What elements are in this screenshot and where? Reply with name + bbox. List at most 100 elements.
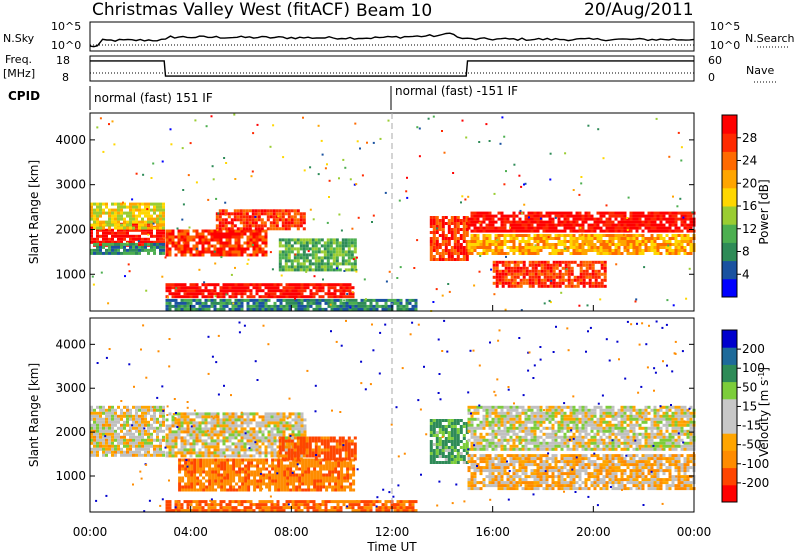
power-cell	[495, 260, 499, 264]
velocity-cell	[102, 435, 105, 439]
velocity-cell	[222, 439, 226, 443]
power-cell	[501, 284, 505, 288]
power-cell	[198, 298, 202, 302]
power-cell	[246, 295, 250, 299]
velocity-cell	[264, 436, 268, 440]
freq-label-line1: Freq.	[5, 53, 32, 66]
velocity-cell	[278, 448, 282, 452]
power-cell	[315, 298, 319, 302]
power-cell	[258, 244, 262, 248]
power-cell	[668, 240, 672, 243]
power-cell	[485, 234, 489, 237]
power-cell	[570, 269, 574, 273]
velocity-cell	[186, 430, 190, 434]
power-cell	[255, 250, 259, 254]
velocity-cell	[265, 485, 269, 489]
velocity-cell	[300, 415, 304, 419]
power-cell	[456, 237, 460, 240]
power-cell	[153, 208, 156, 212]
power-cell	[566, 223, 570, 227]
power-cell	[246, 304, 250, 308]
velocity-cell	[114, 444, 117, 448]
power-cell	[600, 284, 604, 288]
power-cell	[237, 307, 241, 311]
power-cell	[429, 219, 433, 222]
power-cell	[234, 229, 238, 233]
velocity-cell	[225, 448, 229, 452]
power-cell	[330, 292, 334, 296]
power-cell	[456, 240, 460, 243]
power-cell	[332, 259, 336, 263]
power-cell	[156, 226, 159, 230]
power-cell	[258, 232, 262, 236]
velocity-cell	[290, 439, 294, 443]
power-cell	[524, 229, 528, 233]
power-cell	[528, 275, 532, 279]
velocity-cell	[99, 435, 102, 439]
power-cell	[117, 234, 120, 238]
power-cell	[129, 220, 132, 224]
power-cell	[296, 265, 300, 269]
power-cell	[159, 220, 162, 224]
power-cell	[432, 225, 436, 228]
velocity-cell	[102, 444, 105, 448]
power-cell	[504, 269, 508, 273]
velocity-cell	[192, 421, 196, 425]
power-cell	[536, 234, 540, 237]
freq-panel-frame	[89, 55, 695, 82]
power-cell	[617, 237, 621, 240]
power-cell	[186, 298, 190, 302]
power-cell	[674, 211, 678, 215]
power-cell	[96, 242, 99, 246]
power-cell	[429, 231, 433, 234]
power-cell	[224, 218, 228, 222]
velocity-cell	[223, 464, 227, 468]
power-cell	[582, 278, 586, 282]
power-cell	[141, 248, 144, 252]
power-cell	[554, 246, 558, 249]
power-cell	[114, 234, 117, 238]
power-cell	[647, 217, 651, 221]
power-cell	[584, 237, 588, 240]
power-cell	[174, 304, 178, 308]
velocity-cell	[343, 476, 347, 480]
velocity-cell	[256, 479, 260, 483]
power-cell	[144, 237, 147, 241]
power-cell	[342, 295, 346, 299]
power-cell	[231, 244, 235, 248]
velocity-cell	[132, 420, 135, 424]
power-cell	[611, 234, 615, 237]
velocity-cell	[135, 438, 138, 442]
velocity-cell	[303, 430, 307, 434]
power-cell	[111, 217, 114, 221]
velocity-cell	[276, 421, 280, 425]
velocity-cell	[256, 482, 260, 486]
power-cell	[462, 246, 466, 249]
power-cell	[602, 220, 606, 224]
velocity-cell	[295, 485, 299, 489]
velocity-cell	[213, 421, 217, 425]
power-cell	[590, 217, 594, 221]
velocity-cell	[276, 454, 280, 458]
velocity-cell	[180, 454, 184, 458]
velocity-cell	[190, 482, 194, 486]
power-cell	[447, 228, 451, 231]
velocity-cell	[322, 476, 326, 480]
power-cell	[308, 265, 312, 269]
power-cell	[546, 278, 550, 282]
velocity-cell	[325, 473, 329, 477]
power-cell	[216, 238, 220, 242]
power-cell	[261, 235, 265, 239]
velocity-cell	[120, 408, 123, 412]
velocity-cell	[147, 420, 150, 424]
power-cell	[344, 262, 348, 266]
velocity-cell	[295, 488, 299, 492]
power-cell	[93, 211, 96, 215]
power-cell	[575, 240, 579, 243]
power-cell	[668, 214, 672, 218]
velocity-cell	[180, 430, 184, 434]
power-cell	[252, 241, 256, 245]
power-cell	[330, 298, 334, 302]
power-cell	[347, 262, 351, 266]
power-cell	[269, 212, 273, 216]
